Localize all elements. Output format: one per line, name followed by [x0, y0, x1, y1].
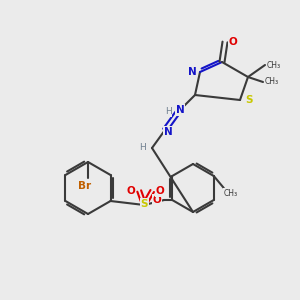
Text: S: S: [140, 199, 148, 209]
Text: S: S: [245, 95, 253, 105]
Text: N: N: [164, 127, 172, 137]
Text: H: H: [140, 143, 146, 152]
Text: O: O: [127, 186, 136, 196]
Text: CH₃: CH₃: [224, 188, 238, 197]
Text: O: O: [153, 195, 162, 205]
Text: O: O: [229, 37, 237, 47]
Text: Br: Br: [78, 181, 92, 191]
Text: CH₃: CH₃: [267, 61, 281, 70]
Text: N: N: [188, 67, 196, 77]
Text: O: O: [156, 186, 165, 196]
Text: H: H: [165, 107, 171, 116]
Text: CH₃: CH₃: [265, 77, 279, 86]
Text: N: N: [176, 105, 184, 115]
